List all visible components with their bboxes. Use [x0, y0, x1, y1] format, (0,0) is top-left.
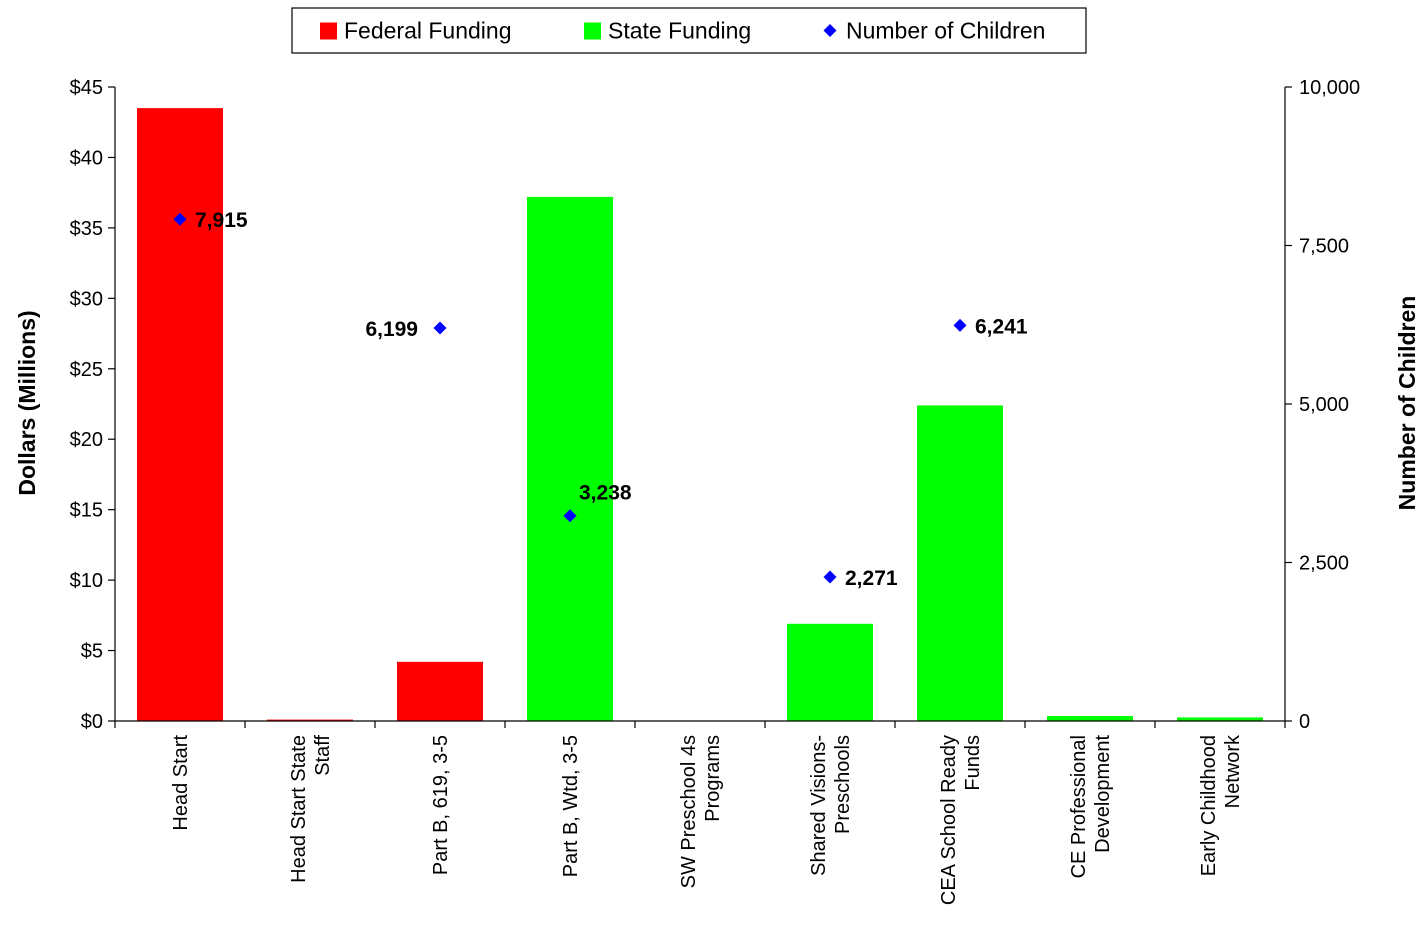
points: 7,915 6,199 3,238 2,271 6,241 — [173, 209, 1028, 590]
point-number-of-children-5 — [823, 570, 837, 584]
legend: Federal Funding State Funding Number of Ch… — [291, 7, 1087, 54]
bar-federal-funding-2 — [397, 661, 483, 721]
y2-axis-title: Number of Children — [1394, 296, 1420, 511]
y2-tick-label: 5,000 — [1299, 394, 1349, 416]
y-tick-label: $25 — [70, 359, 103, 381]
y-tick-label: $5 — [81, 641, 103, 663]
x-category-label: Development — [1092, 735, 1114, 853]
point-number-of-children-0 — [173, 212, 187, 226]
legend-swatch-state-funding — [584, 22, 601, 40]
x-category-label: Funds — [962, 735, 984, 791]
legend-box — [291, 7, 1087, 54]
bar-state-funding-3 — [527, 196, 613, 722]
x-category-label: Head Start — [170, 735, 192, 831]
legend-label: Federal Funding — [344, 18, 512, 44]
y2-tick-label: 10,000 — [1299, 77, 1360, 99]
y-tick-label: $15 — [70, 500, 103, 522]
x-category-label: Preschools — [832, 735, 854, 834]
y-tick-label: $10 — [70, 570, 103, 592]
x-category-label: Early Childhood — [1198, 735, 1220, 876]
axes: $0 $5 $10 $15 $20 $25 $30 $35 $40 $45 0 2,500 5,000 7… — [70, 77, 1361, 905]
data-label-number-of-children: 2,271 — [845, 567, 898, 590]
bar-federal-funding-0 — [137, 108, 223, 722]
x-category-label: SW Preschool 4s — [678, 735, 700, 888]
legend-swatch-federal-funding — [320, 22, 337, 40]
y-tick-label: $0 — [81, 711, 103, 733]
bar-federal-funding-1 — [267, 719, 353, 722]
y2-tick-label: 2,500 — [1299, 553, 1349, 575]
x-category-label: Staff — [312, 735, 334, 776]
data-label-number-of-children: 6,199 — [365, 318, 418, 341]
y-tick-label: $30 — [70, 288, 103, 310]
bar-state-funding-5 — [787, 623, 873, 721]
x-category-label: Programs — [702, 735, 724, 822]
legend-marker-number-of-children — [823, 24, 837, 37]
y2-tick-label: 0 — [1299, 711, 1310, 733]
point-number-of-children-3 — [563, 509, 577, 523]
x-category-label: CE Professional — [1068, 735, 1090, 878]
y2-tick-label: 7,500 — [1299, 236, 1349, 258]
x-category-label: Network — [1222, 734, 1244, 808]
point-number-of-children-6 — [953, 318, 967, 332]
point-number-of-children-2 — [433, 321, 447, 335]
x-category-label: Shared Visions- — [808, 735, 830, 876]
bar-state-funding-7 — [1047, 716, 1133, 721]
data-label-number-of-children: 6,241 — [975, 315, 1028, 338]
x-category-label: Head Start State — [288, 735, 310, 883]
data-label-number-of-children: 7,915 — [195, 209, 248, 232]
legend-label: State Funding — [608, 18, 751, 44]
y-axis-title: Dollars (Millions) — [14, 310, 40, 495]
y-tick-label: $40 — [70, 147, 103, 169]
legend-label: Number of Children — [846, 18, 1045, 44]
y-tick-label: $45 — [70, 77, 103, 99]
bar-state-funding-8 — [1177, 717, 1263, 721]
bars — [137, 108, 1263, 722]
x-category-label: Part B, Wtd, 3-5 — [560, 735, 582, 877]
x-category-label: CEA School Ready — [938, 735, 960, 905]
data-label-number-of-children: 3,238 — [579, 482, 632, 505]
bar-state-funding-6 — [917, 405, 1003, 721]
y-tick-label: $20 — [70, 429, 103, 451]
x-category-label: Part B, 619, 3-5 — [430, 735, 452, 875]
y-tick-label: $35 — [70, 218, 103, 240]
